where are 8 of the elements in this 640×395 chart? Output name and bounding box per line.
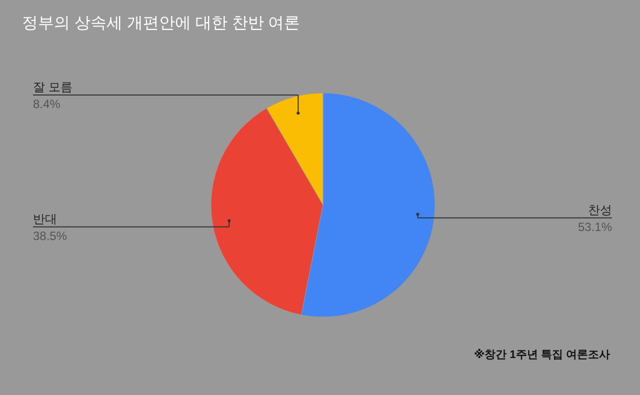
data-label: 38.5% [33, 228, 68, 243]
text: ※창간 1주년 특집 여론조사 [474, 348, 610, 361]
data-label: 53.1% [578, 220, 612, 234]
slice-label: 잘 모름 [33, 80, 72, 94]
slice-label: 반대 [33, 212, 57, 226]
data-label: 8.4% [33, 97, 61, 111]
slice-label: 찬성 [588, 202, 612, 217]
chart-title: 정부의 상속세 개편안에 대한 찬반 여론 [22, 15, 300, 32]
